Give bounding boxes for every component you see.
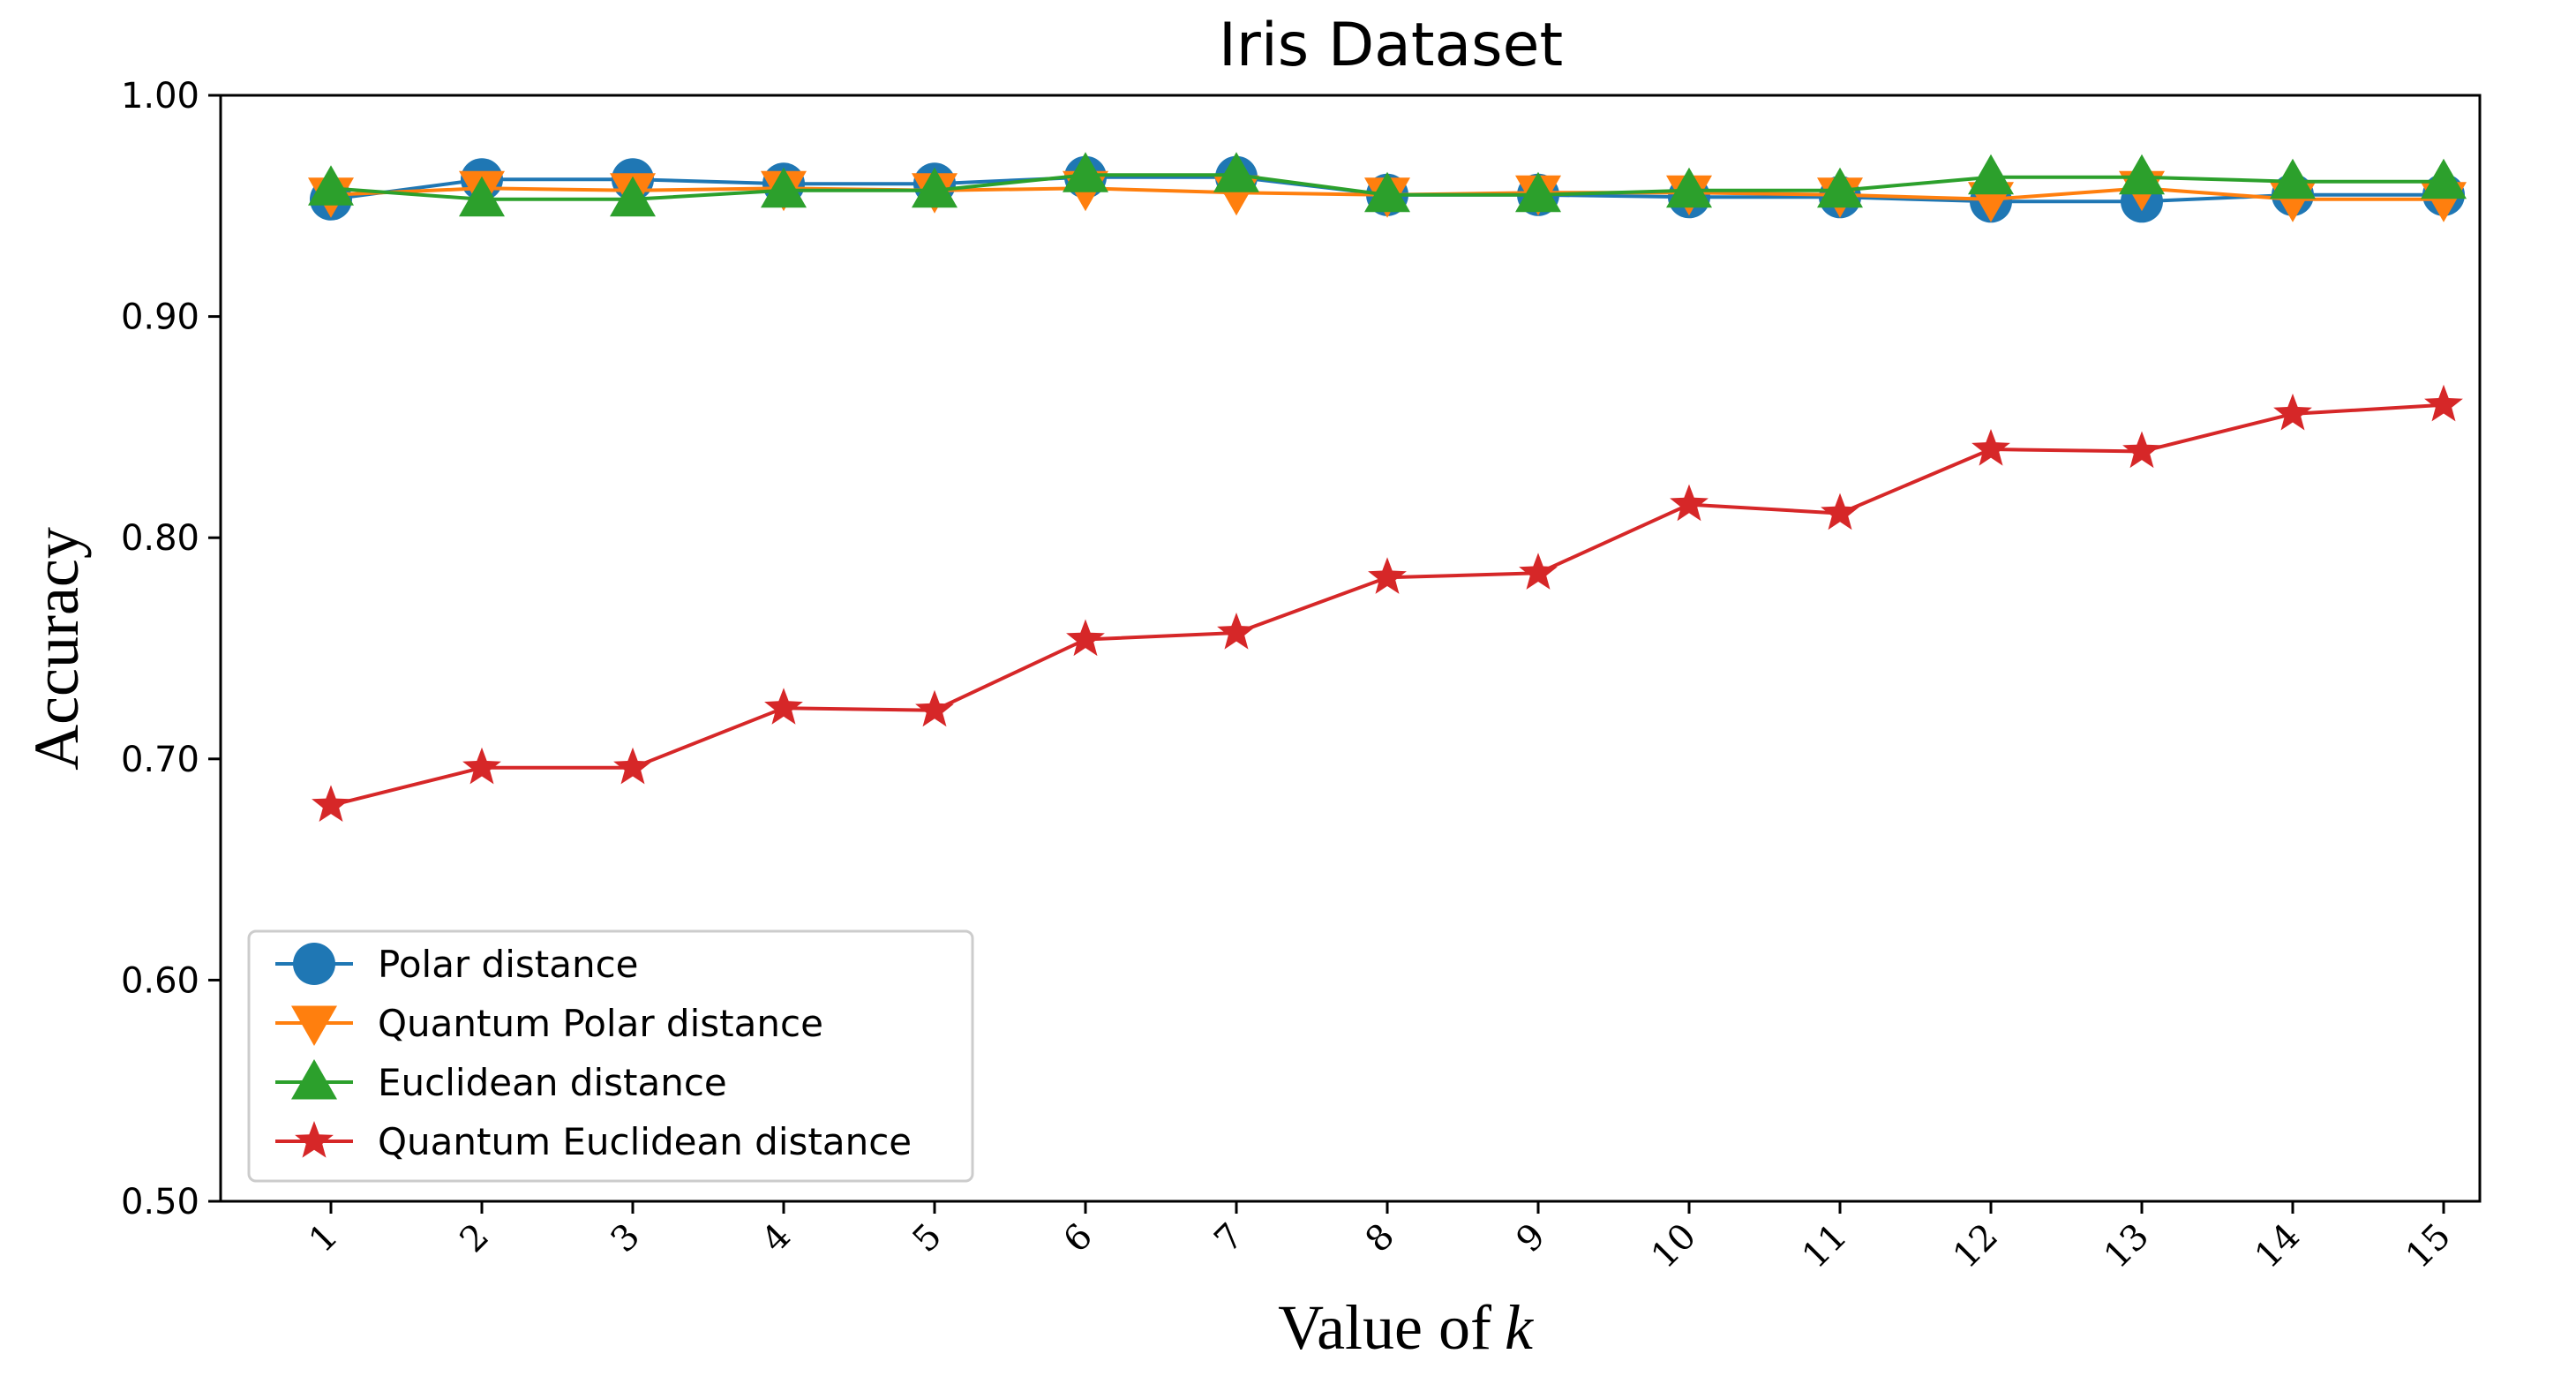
x-tick-label: 10 (1644, 1216, 1705, 1277)
legend-marker (295, 1121, 334, 1158)
data-point (1968, 154, 2014, 195)
data-point (1670, 484, 1709, 522)
y-tick-label: 0.50 (121, 1182, 199, 1222)
legend-item: Polar distance (275, 943, 639, 986)
x-tick-label: 14 (2248, 1216, 2309, 1277)
data-point (1063, 152, 1108, 192)
plot-frame (219, 94, 2482, 1203)
y-tick-label: 1.00 (121, 76, 199, 117)
data-point (1817, 167, 1863, 208)
y-tick-label: 0.60 (121, 960, 199, 1001)
y-tick-label: 0.90 (121, 297, 199, 338)
series-quantum-euclidean-distance (312, 384, 2463, 822)
data-point (459, 176, 505, 217)
legend: Polar distance Quantum Polar distance Eucl… (247, 929, 974, 1183)
legend-item: Euclidean distance (275, 1059, 727, 1104)
series-line (330, 402, 2445, 808)
series-layer (308, 152, 2467, 822)
x-tick-label: 9 (1509, 1216, 1554, 1261)
x-tick-label: 4 (755, 1216, 800, 1261)
legend-label: Quantum Polar distance (378, 1002, 823, 1045)
x-axis-ticks: 1 2 3 4 5 6 7 8 9 10 11 12 13 14 15 (302, 1201, 2460, 1277)
data-point (1821, 493, 1859, 530)
data-point (1515, 171, 1561, 213)
y-tick-label: 0.70 (121, 740, 199, 780)
data-point (1519, 553, 1558, 590)
data-point (761, 167, 807, 208)
data-point (613, 747, 652, 785)
legend-item: Quantum Polar distance (275, 1002, 823, 1046)
legend-marker (293, 943, 335, 985)
data-point (610, 176, 656, 217)
x-tick-label: 2 (453, 1216, 498, 1261)
x-axis-label: Value of (1278, 1292, 1491, 1363)
data-point (1217, 613, 1256, 650)
data-point (312, 785, 350, 822)
data-point (2270, 158, 2316, 199)
x-tick-label: 6 (1056, 1216, 1101, 1261)
data-point (912, 167, 958, 208)
data-point (1368, 557, 1407, 594)
series-euclidean-distance (308, 152, 2467, 217)
x-tick-label: 1 (302, 1216, 347, 1261)
data-point (462, 747, 501, 785)
data-point (915, 689, 954, 727)
legend-marker (291, 1059, 337, 1100)
legend-frame (247, 929, 974, 1183)
x-tick-label: 11 (1795, 1216, 1856, 1277)
legend-label: Polar distance (378, 943, 639, 986)
x-tick-label: 8 (1358, 1216, 1403, 1261)
data-point (1666, 167, 1712, 208)
y-axis-ticks: 0.50 0.60 0.70 0.80 0.90 1.00 (121, 76, 221, 1222)
x-tick-label: 15 (2399, 1216, 2460, 1277)
x-axis-label-variable: k (1505, 1292, 1535, 1363)
data-point (2421, 158, 2467, 199)
data-point (2273, 393, 2312, 431)
x-tick-label: 7 (1207, 1216, 1252, 1261)
data-point (2122, 431, 2161, 469)
legend-label: Euclidean distance (378, 1061, 727, 1104)
legend-item: Quantum Euclidean distance (275, 1120, 912, 1163)
chart-title: Iris Dataset (1219, 11, 1563, 80)
x-tick-label: 3 (604, 1216, 649, 1261)
data-point (1213, 152, 1259, 192)
data-point (2119, 154, 2165, 195)
y-axis-label: Accuracy (21, 527, 92, 771)
x-tick-label: 5 (905, 1216, 950, 1261)
legend-label: Quantum Euclidean distance (378, 1120, 912, 1163)
data-point (1364, 171, 1410, 213)
x-tick-label: 13 (2097, 1216, 2158, 1277)
data-point (764, 688, 803, 725)
data-point (2424, 384, 2463, 422)
data-point (1066, 619, 1105, 657)
legend-marker (291, 1005, 337, 1046)
x-tick-label: 12 (1946, 1216, 2007, 1277)
y-tick-label: 0.80 (121, 518, 199, 559)
data-point (1971, 429, 2010, 466)
data-point (308, 165, 354, 206)
